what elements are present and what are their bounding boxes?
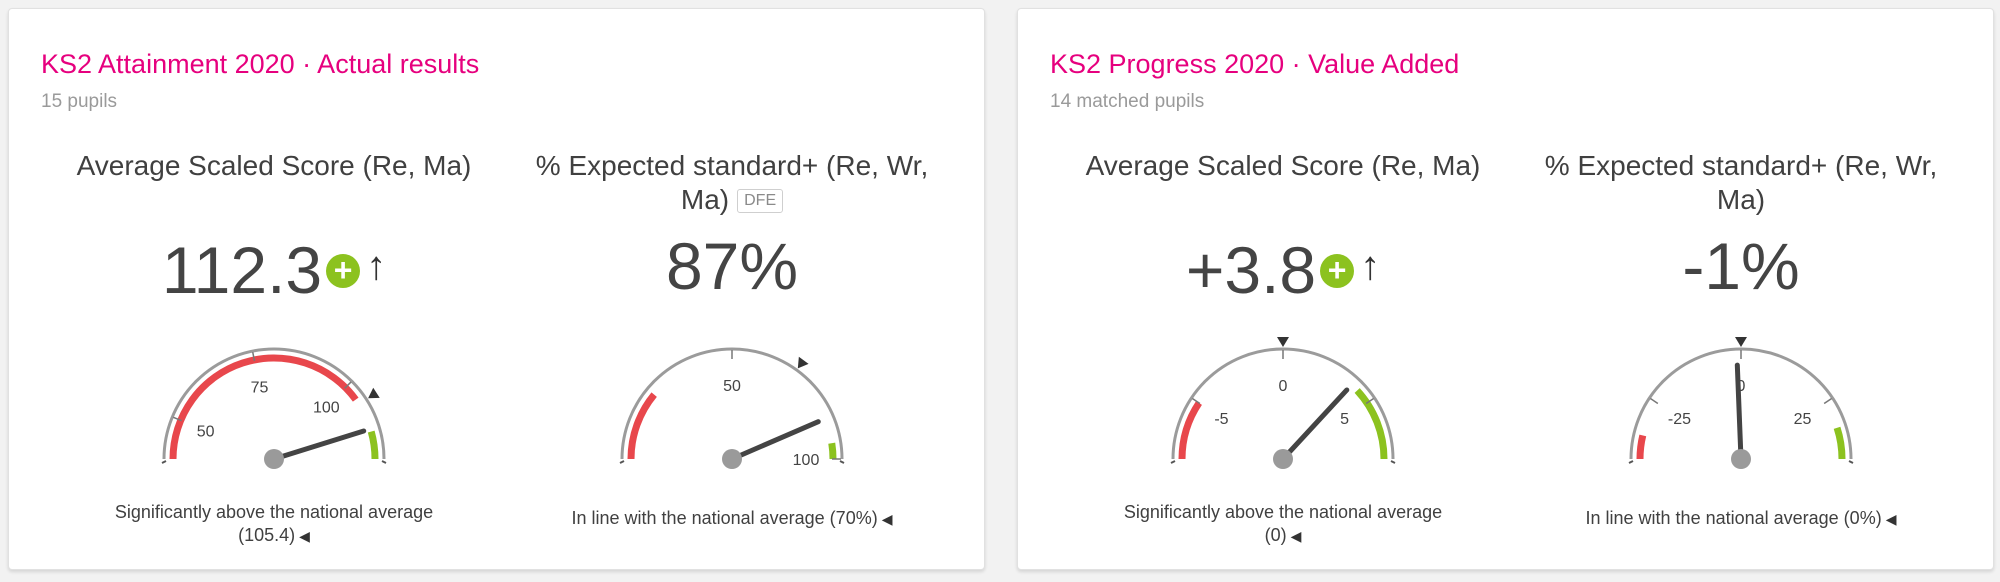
- dfe-badge[interactable]: DFE: [737, 189, 784, 213]
- gauge-red-band: [627, 392, 657, 460]
- metric-caption[interactable]: Significantly above the national average…: [44, 501, 504, 548]
- gauge: -25 0 25: [1628, 337, 1854, 469]
- metric-value: 87%: [502, 226, 962, 306]
- metric-value: +3.8 + ↑: [1053, 226, 1513, 310]
- metric-expected-standard: % Expected standard+ (Re, Wr, Ma) -1% -2…: [1511, 141, 1971, 561]
- gauge-arc: [1171, 347, 1395, 460]
- metric-value: 112.3 + ↑: [44, 226, 504, 310]
- gauge-red-band: [1636, 434, 1647, 460]
- gauge-needle: [729, 419, 821, 462]
- gauge-end-cap: [1390, 460, 1396, 464]
- gauge-arc: [1629, 347, 1853, 460]
- gauge-end-cap: [1628, 460, 1634, 464]
- card-subtitle: 14 matched pupils: [1050, 91, 1205, 112]
- gauge-label: 75: [251, 379, 269, 396]
- card-title[interactable]: KS2 Progress 2020 · Value Added: [1050, 49, 1460, 79]
- gauge-end-cap: [839, 460, 845, 464]
- gauge-hub: [264, 449, 284, 469]
- metric-average-scaled-score: Average Scaled Score (Re, Ma) +3.8 + ↑ -5 0…: [1053, 141, 1513, 561]
- metric-title: % Expected standard+ (Re, Wr, Ma): [1544, 150, 1938, 215]
- gauge-label: 25: [1794, 411, 1812, 428]
- gauge-tick: [344, 381, 352, 389]
- metric-title: Average Scaled Score (Re, Ma): [76, 150, 472, 181]
- gauge-red-band: [169, 354, 359, 460]
- up-arrow-icon: ↑: [366, 244, 387, 288]
- left-triangle-icon: ◀: [299, 528, 310, 544]
- caption-text: Significantly above the national average…: [114, 502, 434, 545]
- attainment-card: KS2 Attainment 2020 · Actual results 15 …: [8, 8, 985, 570]
- gauge-red-band: [1178, 400, 1202, 460]
- gauge-needle: [271, 428, 367, 462]
- metric-value-text: +3.8: [1185, 233, 1317, 307]
- gauge-label: 0: [1279, 378, 1288, 395]
- triangle-marker-icon: [1277, 337, 1289, 347]
- gauge-needle: [1280, 387, 1350, 462]
- metric-title: % Expected standard+ (Re, Wr, Ma) DFE: [522, 149, 942, 217]
- metric-average-scaled-score: Average Scaled Score (Re, Ma) 112.3 + ↑ 50…: [44, 141, 504, 561]
- gauge-hub: [1273, 449, 1293, 469]
- gauge-label: 0: [1737, 378, 1746, 395]
- progress-card: KS2 Progress 2020 · Value Added 14 match…: [1017, 8, 1994, 570]
- gauge-end-cap: [1848, 460, 1854, 464]
- gauge: 50 75 100: [161, 347, 387, 469]
- metric-value-text: -1%: [1682, 229, 1800, 303]
- gauge-arc: [162, 347, 386, 460]
- caption-text: In line with the national average (0%): [1585, 508, 1882, 528]
- metric-value: -1%: [1511, 226, 1971, 306]
- gauge: -5 0 5: [1170, 337, 1396, 469]
- gauge-end-cap: [381, 460, 387, 464]
- gauge-green-band: [828, 442, 837, 460]
- gauge-label: 100: [793, 452, 820, 469]
- gauge-hub: [1731, 449, 1751, 469]
- metric-title: Average Scaled Score (Re, Ma): [1085, 150, 1481, 181]
- gauge-end-cap: [619, 460, 625, 464]
- gauge-green-band: [367, 430, 379, 460]
- gauge-green-band: [1833, 426, 1846, 460]
- gauge: 50 100: [619, 347, 845, 469]
- gauge-tick: [1191, 397, 1201, 405]
- left-triangle-icon: ◀: [881, 511, 893, 527]
- gauge-end-cap: [161, 460, 167, 464]
- gauge-hub: [722, 449, 742, 469]
- gauge-label: 100: [313, 400, 340, 417]
- triangle-marker-icon: [1735, 337, 1747, 347]
- metric-title-text: % Expected standard+ (Re, Wr, Ma): [535, 150, 929, 215]
- metric-caption[interactable]: Significantly above the national average…: [1053, 501, 1513, 548]
- metric-value-text: 112.3: [161, 233, 323, 307]
- card-subtitle: 15 pupils: [41, 91, 118, 112]
- gauge-tick: [1823, 397, 1833, 405]
- gauge-end-cap: [1170, 460, 1176, 464]
- gauge-tick: [173, 416, 182, 422]
- left-triangle-icon: ◀: [1290, 528, 1302, 544]
- gauge-label: -5: [1214, 411, 1228, 428]
- gauge-arc: [620, 347, 844, 460]
- metric-value-text: 87%: [665, 229, 799, 303]
- gauge-label: 50: [723, 378, 741, 395]
- gauge-needle: [1734, 362, 1744, 462]
- left-triangle-icon: ◀: [1885, 511, 1897, 527]
- gauge-label: 5: [1340, 411, 1349, 428]
- gauge-tick: [1649, 397, 1659, 405]
- card-title[interactable]: KS2 Attainment 2020 · Actual results: [41, 49, 480, 79]
- metric-caption[interactable]: In line with the national average (70%) ◀: [502, 507, 962, 531]
- caption-text: In line with the national average (70%): [571, 508, 878, 528]
- triangle-marker-icon: [797, 356, 809, 369]
- gauge-label: 50: [197, 424, 215, 441]
- metric-expected-standard: % Expected standard+ (Re, Wr, Ma) DFE 87%…: [502, 141, 962, 561]
- gauge-tick: [251, 351, 256, 362]
- plus-circle-icon[interactable]: +: [326, 254, 361, 288]
- gauge-green-band: [1354, 388, 1388, 460]
- caption-text: Significantly above the national average…: [1123, 502, 1443, 545]
- gauge-label: -25: [1668, 411, 1691, 428]
- triangle-marker-icon: [368, 387, 380, 399]
- plus-circle-icon[interactable]: +: [1320, 254, 1355, 288]
- up-arrow-icon: ↑: [1360, 244, 1381, 288]
- gauge-tick: [1365, 397, 1375, 405]
- metric-caption[interactable]: In line with the national average (0%) ◀: [1511, 507, 1971, 531]
